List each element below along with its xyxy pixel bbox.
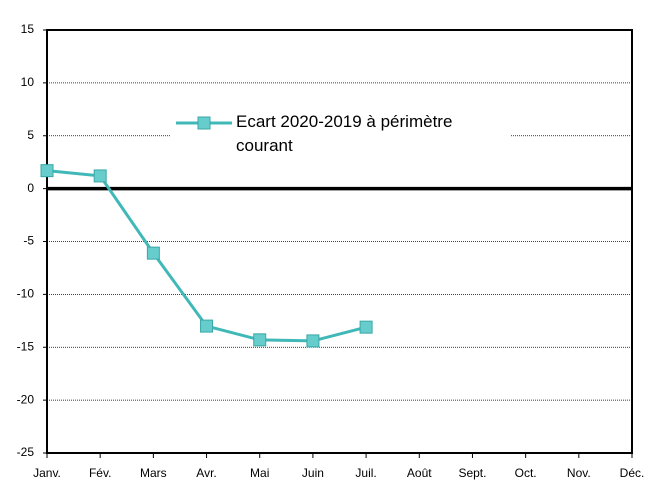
marker — [359, 320, 373, 334]
y-tick-label: -10 — [17, 287, 35, 301]
legend-box — [170, 100, 510, 164]
x-tick-label: Avr. — [196, 466, 216, 480]
x-tick-label: Mars — [140, 466, 167, 480]
x-tick-label: Août — [407, 466, 432, 480]
x-tick-label: Nov. — [567, 466, 591, 480]
y-tick-label: -25 — [17, 445, 35, 459]
marker — [93, 169, 107, 183]
marker — [40, 164, 54, 178]
x-tick-label: Juin — [302, 466, 324, 480]
legend-label-box: Ecart 2020-2019 à périmètre courant — [236, 112, 453, 155]
marker — [146, 246, 160, 260]
y-tick-label: -5 — [23, 234, 34, 248]
y-tick-label: -15 — [17, 339, 35, 353]
y-tick-label: 10 — [21, 75, 35, 89]
y-tick-label: 15 — [21, 22, 35, 36]
marker — [200, 319, 214, 333]
x-tick-label: Déc. — [620, 466, 645, 480]
marker — [253, 333, 267, 347]
legend-label: Ecart 2020-2019 à périmètre courant — [236, 112, 453, 155]
plot-border — [46, 29, 633, 454]
x-tick-label: Juil. — [355, 466, 376, 480]
y-tick-label: 0 — [27, 181, 34, 195]
x-tick-label: Fév. — [89, 466, 111, 480]
x-tick-label: Sept. — [458, 466, 486, 480]
y-tick-label: -20 — [17, 392, 35, 406]
y-tick-label: 5 — [27, 128, 34, 142]
x-tick-label: Janv. — [33, 466, 61, 480]
x-tick-label: Mai — [250, 466, 269, 480]
x-tick-label: Oct. — [515, 466, 537, 480]
marker — [306, 334, 320, 348]
legend-marker — [197, 116, 211, 130]
